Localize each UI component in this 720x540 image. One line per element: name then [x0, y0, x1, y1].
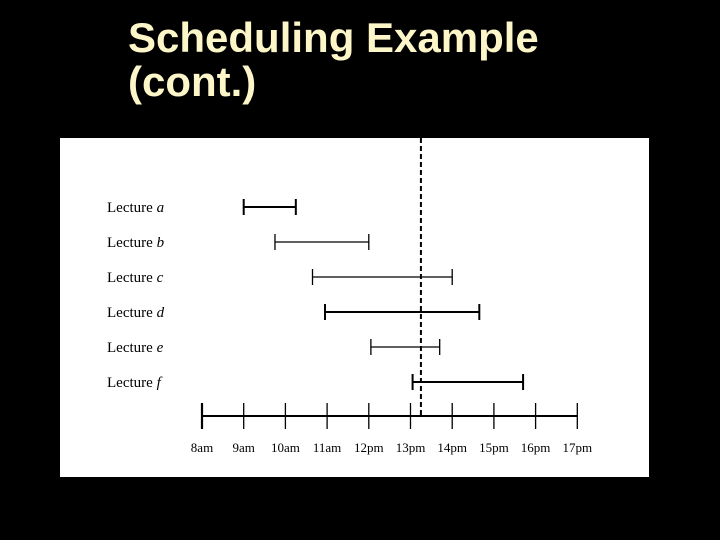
lecture-label-c: Lecture c — [107, 270, 164, 286]
time-tick-label: 16pm — [521, 440, 551, 455]
slide-title-line-1: Scheduling Example — [128, 14, 539, 61]
time-tick-label: 13pm — [396, 440, 426, 455]
time-tick-label: 11am — [313, 440, 341, 455]
time-tick-label: 14pm — [437, 440, 467, 455]
slide-title: Scheduling Example (cont.) — [128, 16, 539, 104]
lecture-label-a: Lecture a — [107, 200, 164, 216]
lecture-interval-e — [370, 339, 441, 355]
slide-title-line-2: (cont.) — [128, 58, 257, 105]
time-tick-label: 17pm — [562, 440, 592, 455]
lecture-interval-d — [324, 304, 481, 320]
lecture-label-prefix: Lecture — [107, 235, 157, 251]
lecture-label-e: Lecture e — [107, 340, 164, 356]
lecture-label-prefix: Lecture — [107, 200, 157, 216]
lecture-interval-b — [274, 234, 370, 250]
lecture-label-prefix: Lecture — [107, 340, 157, 356]
time-tick-label: 9am — [233, 440, 255, 455]
lecture-label-d: Lecture d — [107, 305, 165, 321]
lecture-interval-a — [242, 199, 297, 215]
lecture-label-b: Lecture b — [107, 235, 165, 251]
time-tick-label: 12pm — [354, 440, 384, 455]
lecture-label-letter: f — [157, 375, 163, 391]
time-tick-label: 8am — [191, 440, 213, 455]
schedule-figure: Lecture a Lecture b Lecture c Lecture d Lect… — [60, 138, 649, 477]
lecture-label-f: Lecture f — [107, 375, 163, 391]
lecture-label-letter: c — [157, 270, 164, 286]
time-tick-label: 10am — [271, 440, 300, 455]
lecture-label-letter: d — [157, 305, 165, 321]
lecture-interval-c — [311, 269, 453, 285]
lecture-interval-f — [411, 374, 525, 390]
time-tick-label: 15pm — [479, 440, 509, 455]
lecture-label-prefix: Lecture — [107, 375, 157, 391]
lecture-label-letter: a — [157, 200, 165, 216]
lecture-label-prefix: Lecture — [107, 270, 157, 286]
lecture-label-prefix: Lecture — [107, 305, 157, 321]
lecture-label-letter: e — [157, 340, 164, 356]
lecture-label-letter: b — [157, 235, 165, 251]
